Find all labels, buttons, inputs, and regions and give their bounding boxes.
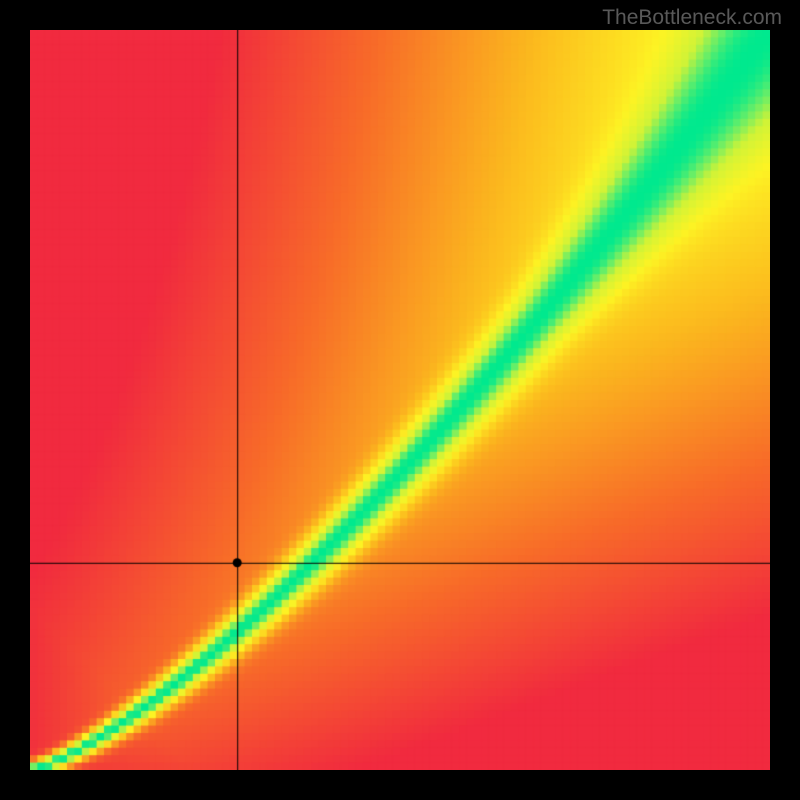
heatmap-plot (30, 30, 770, 770)
heatmap-canvas (30, 30, 770, 770)
chart-container: TheBottleneck.com (0, 0, 800, 800)
watermark-text: TheBottleneck.com (602, 6, 782, 30)
